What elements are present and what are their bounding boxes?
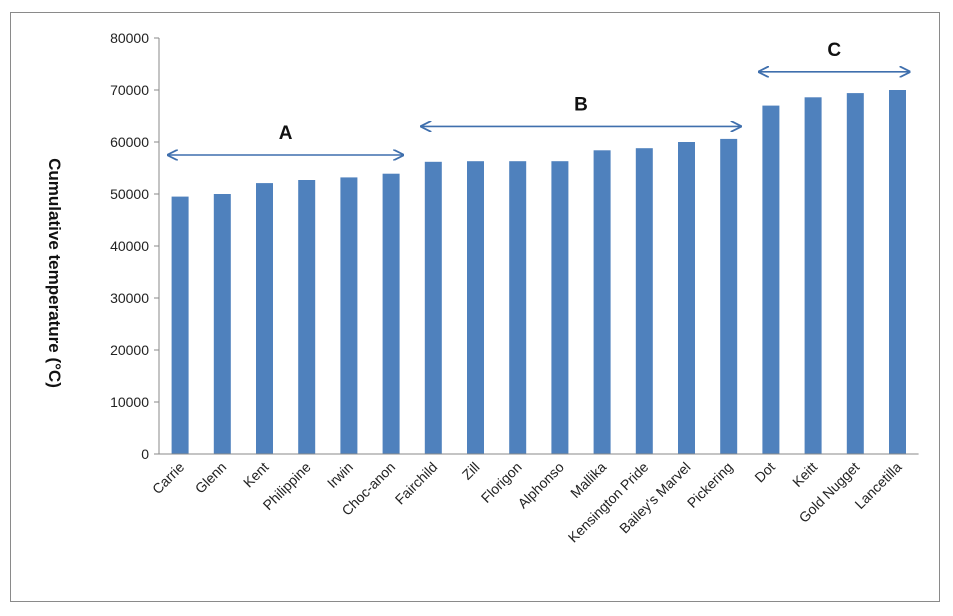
y-tick-label: 40000 [110,238,149,254]
y-tick-label: 0 [141,446,149,462]
group-label: B [574,94,588,115]
x-tick-label: Lancetilla [851,459,904,512]
y-tick-label: 50000 [110,186,149,202]
bar [846,93,864,454]
x-tick-label: Fairchild [392,459,441,508]
y-tick-label: 60000 [110,134,149,150]
x-tick-label: Irwin [324,459,356,491]
group-label: A [279,123,293,144]
bar [382,173,400,454]
bar [424,161,442,455]
bar [762,105,780,454]
y-tick-label: 80000 [110,30,149,46]
bar [171,196,189,454]
bar [213,194,231,454]
chart-frame: 0 10000 20000 30000 40000 50000 60000 70000 8000… [10,12,940,602]
x-tick-label: Carrie [149,459,187,497]
group-label: C [827,40,841,61]
bar [593,150,611,455]
bar [678,142,695,454]
x-tick-label: Pickering [684,459,736,511]
bar [467,161,484,454]
y-tick-label: 10000 [110,394,149,410]
bar-chart: 0 10000 20000 30000 40000 50000 60000 70000 8000… [45,30,919,546]
bar [256,183,273,454]
bars [159,90,919,455]
bar [635,148,653,454]
x-tick-label: Zill [459,459,483,483]
y-tick-label: 70000 [110,82,149,98]
bar [551,161,569,454]
y-axis-title: Cumulative temperature (°C) [45,158,64,388]
y-axis: 0 10000 20000 30000 40000 50000 60000 70000 8000… [110,30,160,462]
x-tick-label: Kent [240,459,272,491]
bar [720,138,738,454]
bar [509,161,527,454]
bar [889,90,906,454]
y-tick-label: 30000 [110,290,149,306]
x-tick-label: Keitt [789,459,820,490]
x-tick-label: Glenn [192,459,230,497]
y-tick-label: 20000 [110,342,149,358]
bar [340,177,358,454]
group-annotations: A B C [168,40,909,155]
x-tick-label: Alphonso [514,459,567,512]
bar [804,97,822,455]
bar [298,180,316,454]
x-tick-label: Dot [751,459,778,486]
